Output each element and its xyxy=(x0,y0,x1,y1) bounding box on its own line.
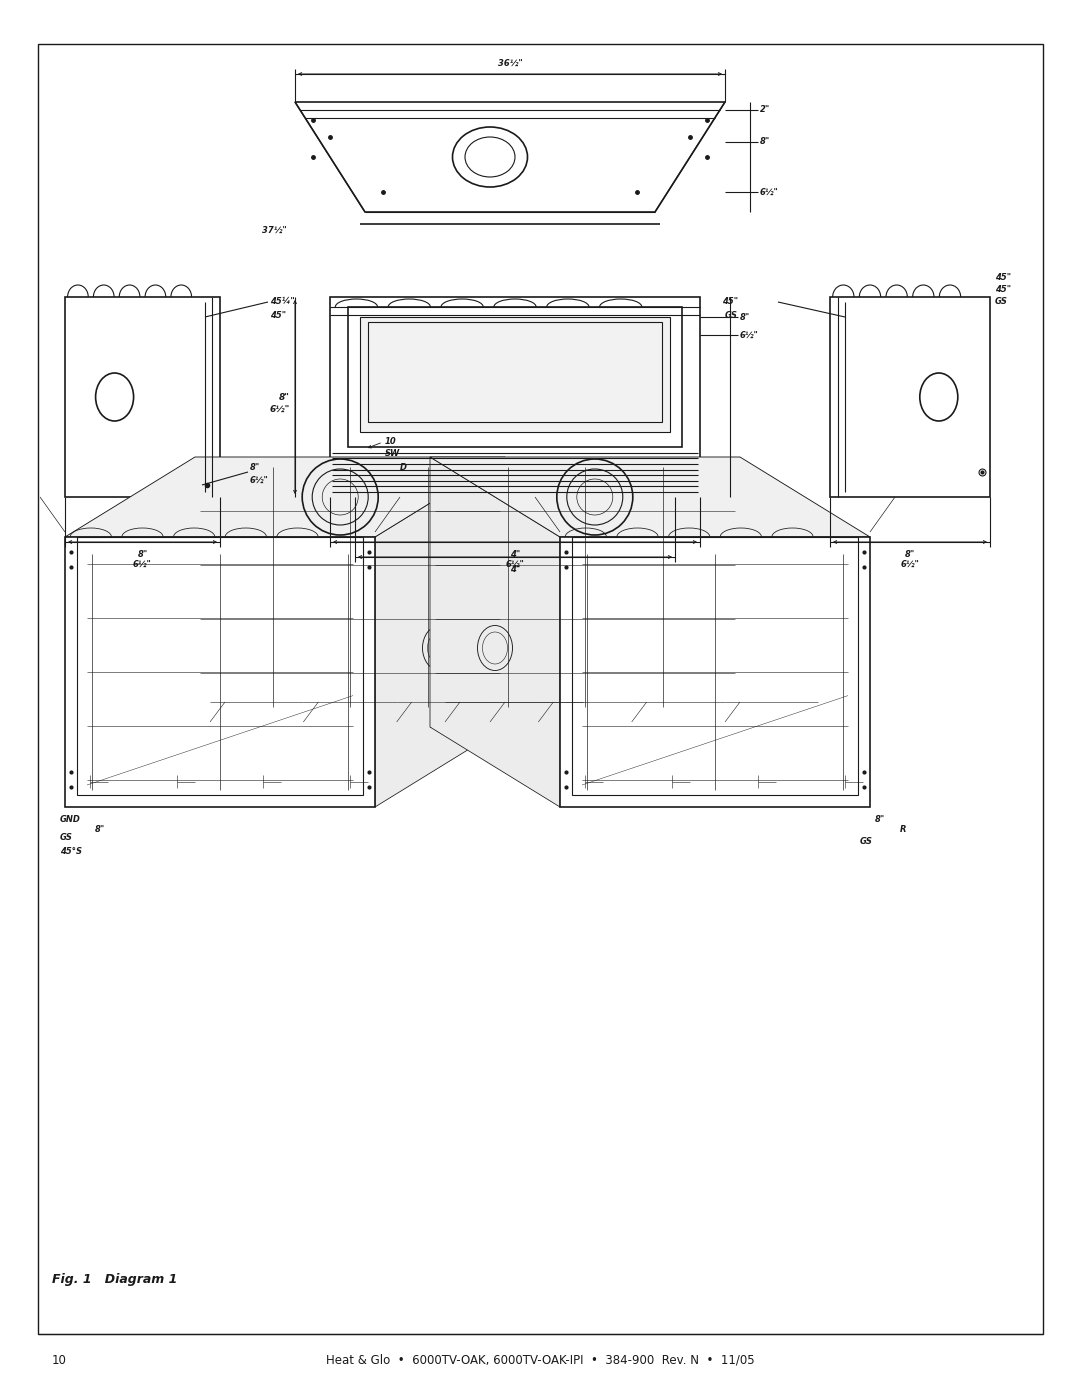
Polygon shape xyxy=(430,457,870,536)
Polygon shape xyxy=(65,536,375,807)
Bar xyxy=(368,321,662,422)
Text: SW: SW xyxy=(384,448,401,457)
Polygon shape xyxy=(430,457,561,807)
Text: 8": 8" xyxy=(279,393,291,401)
Text: 10: 10 xyxy=(384,437,396,447)
Text: 4": 4" xyxy=(510,564,521,574)
Text: GS: GS xyxy=(60,833,72,841)
Polygon shape xyxy=(375,457,505,807)
Text: 6½": 6½" xyxy=(901,560,919,569)
Polygon shape xyxy=(430,457,740,726)
Text: 8": 8" xyxy=(249,462,260,472)
Text: 8": 8" xyxy=(95,824,105,834)
Text: D: D xyxy=(400,462,407,472)
Bar xyxy=(77,536,363,795)
Text: 8": 8" xyxy=(875,814,886,823)
Text: GND: GND xyxy=(60,814,81,823)
Polygon shape xyxy=(561,536,870,807)
Text: 36½": 36½" xyxy=(498,59,523,68)
Bar xyxy=(65,298,220,497)
Text: 6½": 6½" xyxy=(505,560,525,569)
Text: Heat & Glo  •  6000TV-OAK, 6000TV-OAK-IPI  •  384-900  Rev. N  •  11/05: Heat & Glo • 6000TV-OAK, 6000TV-OAK-IPI … xyxy=(326,1354,754,1366)
Text: 45¼": 45¼" xyxy=(270,298,295,306)
Text: 45°S: 45°S xyxy=(60,847,82,855)
Text: Fig. 1   Diagram 1: Fig. 1 Diagram 1 xyxy=(52,1273,177,1285)
Text: 8": 8" xyxy=(905,550,915,559)
Polygon shape xyxy=(195,457,505,726)
Text: 6½": 6½" xyxy=(270,405,291,414)
Text: 6½": 6½" xyxy=(133,560,152,569)
Text: GS: GS xyxy=(725,310,738,320)
Text: 8": 8" xyxy=(137,550,148,559)
Bar xyxy=(348,307,681,447)
Text: 6½": 6½" xyxy=(760,187,779,197)
Text: 45": 45" xyxy=(995,272,1011,282)
Bar xyxy=(831,298,990,497)
Text: 45": 45" xyxy=(270,310,286,320)
Bar xyxy=(330,298,700,497)
Polygon shape xyxy=(65,457,505,536)
Text: 8": 8" xyxy=(740,313,751,321)
Text: 6½": 6½" xyxy=(249,475,269,485)
Text: GS: GS xyxy=(860,837,873,847)
Bar xyxy=(572,536,858,795)
Text: 45": 45" xyxy=(721,298,738,306)
Text: GS: GS xyxy=(995,298,1008,306)
Text: 37½": 37½" xyxy=(262,225,287,235)
Text: R: R xyxy=(900,824,906,834)
Text: 8": 8" xyxy=(760,137,770,147)
Text: 45": 45" xyxy=(995,285,1011,293)
Bar xyxy=(198,478,216,492)
Text: 4": 4" xyxy=(510,550,521,559)
Text: 2": 2" xyxy=(760,106,770,115)
Bar xyxy=(360,317,670,432)
Text: 6½": 6½" xyxy=(740,331,759,339)
Text: 10: 10 xyxy=(52,1354,67,1366)
